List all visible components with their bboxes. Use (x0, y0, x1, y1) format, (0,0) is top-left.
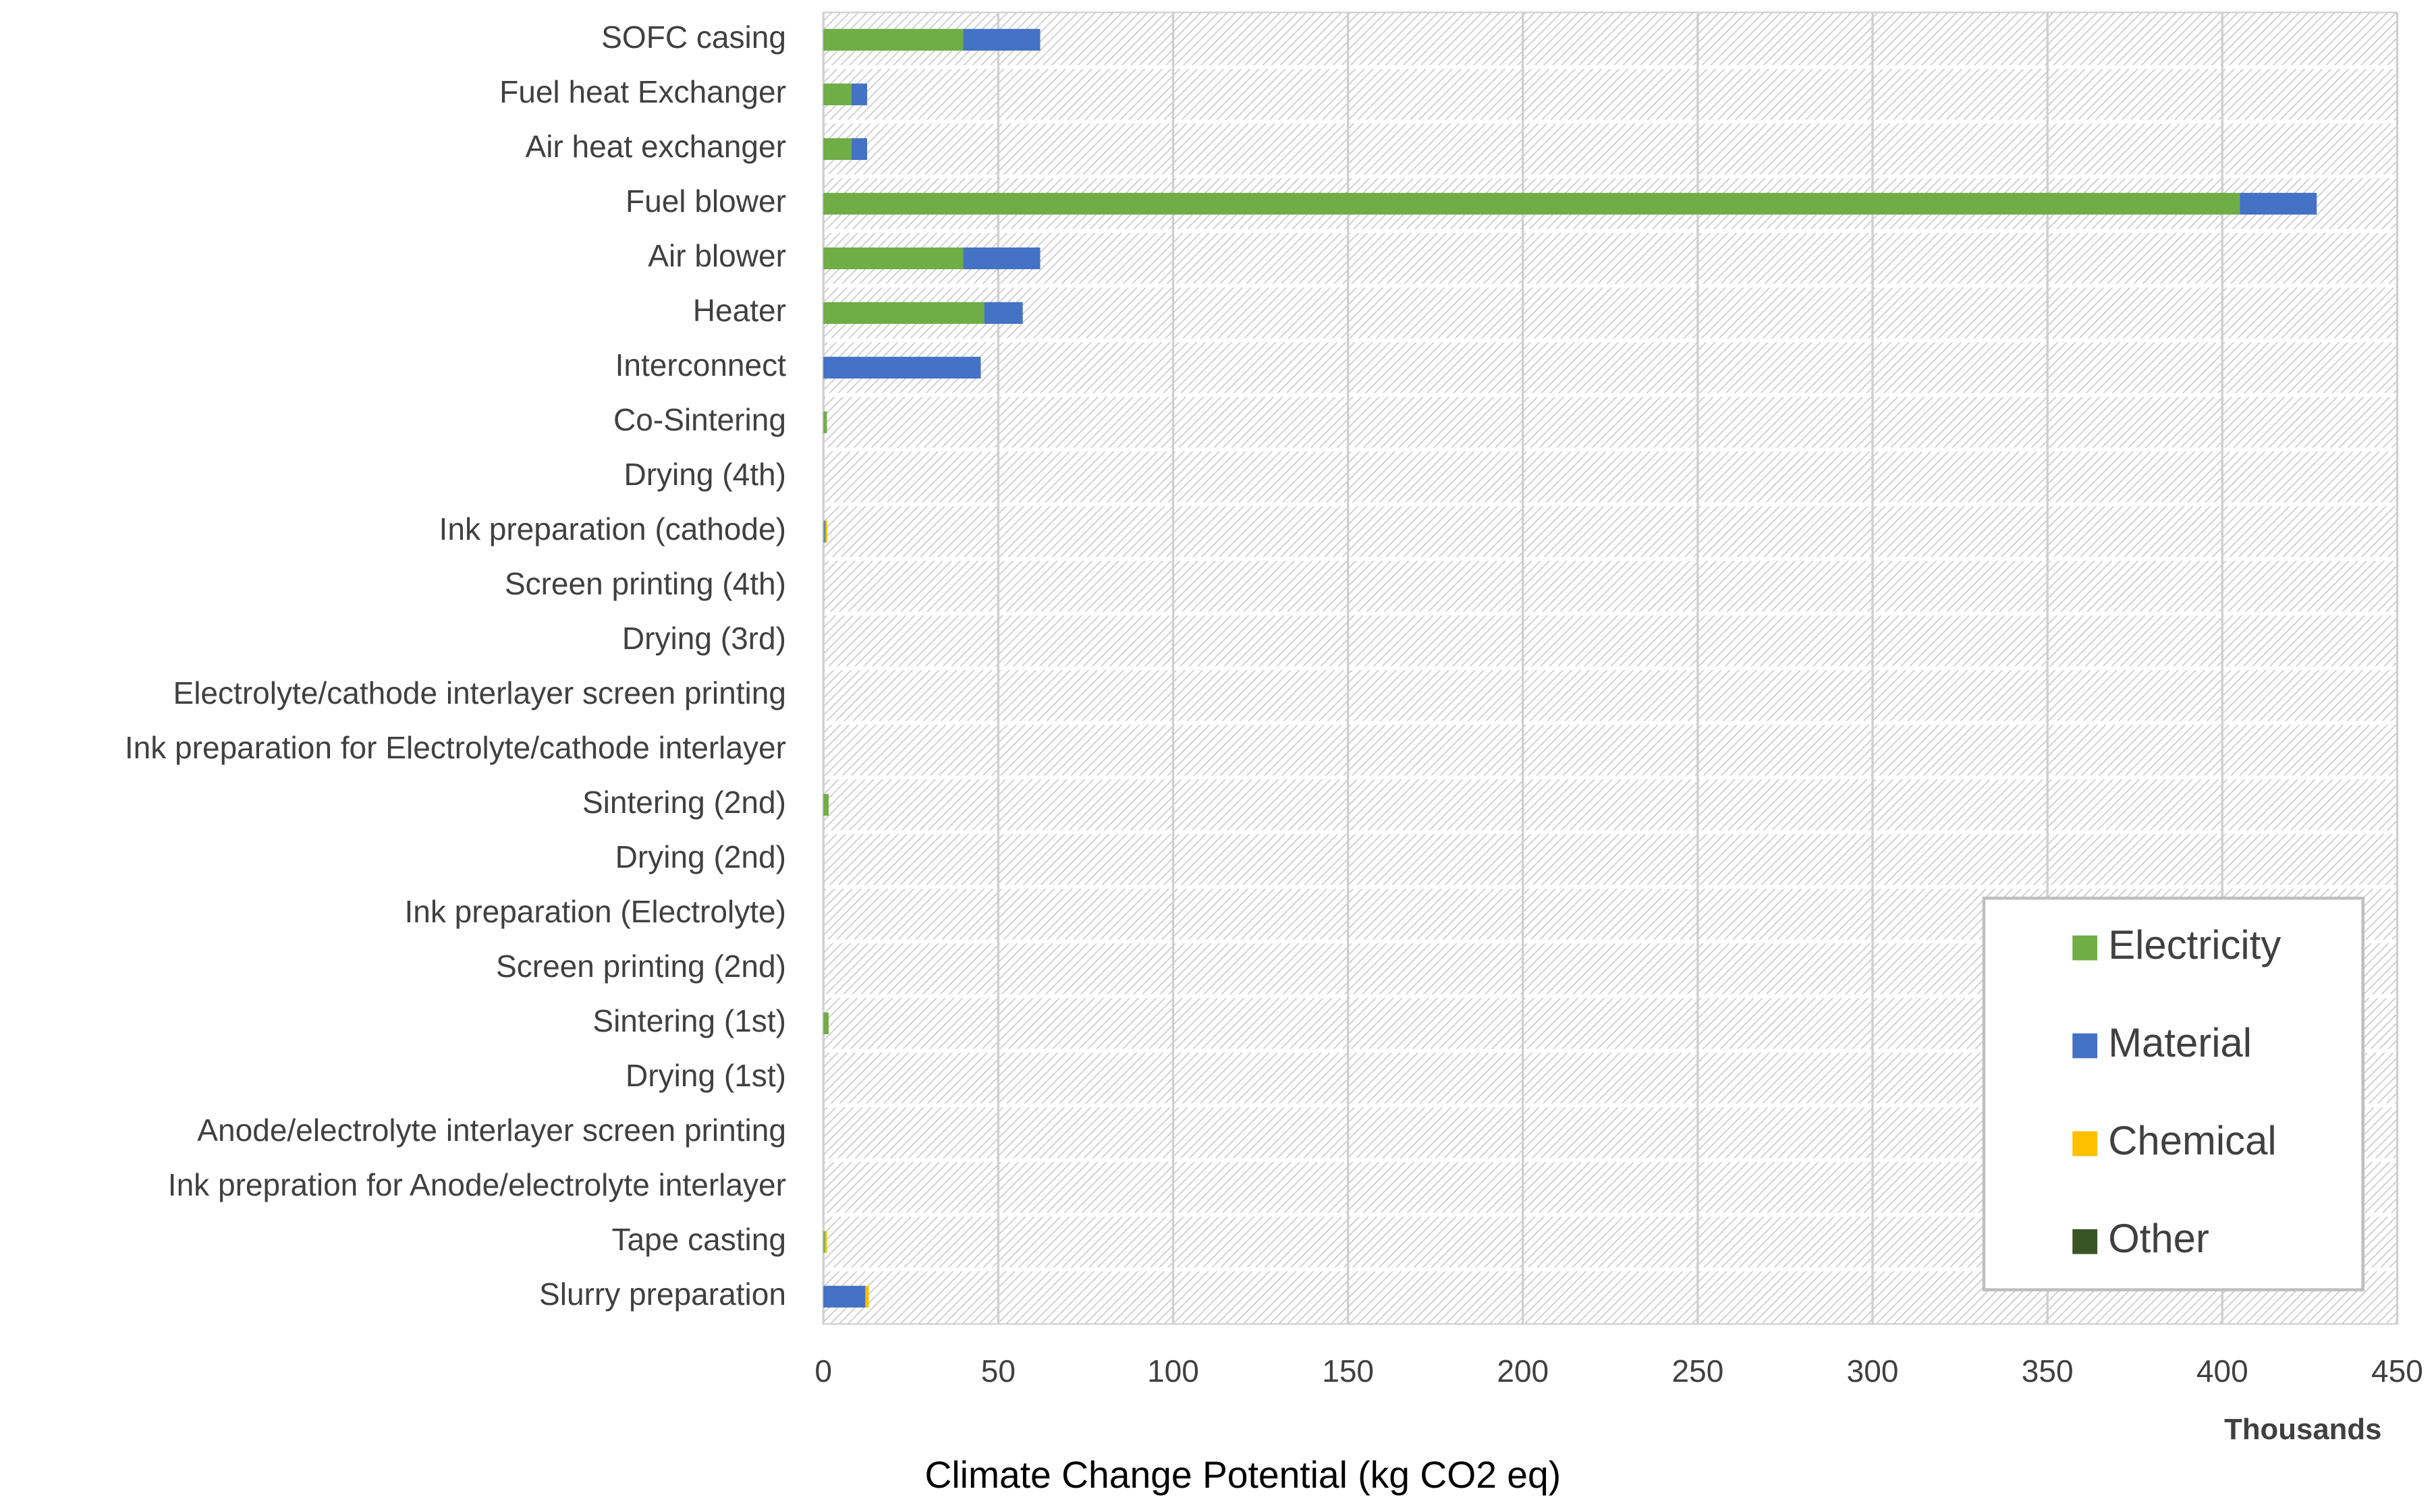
bar-segment (2240, 192, 2317, 215)
y-tick-label: Co-Sintering (613, 402, 786, 437)
legend-box (1982, 896, 2365, 1291)
x-tick-label: 0 (814, 1353, 832, 1389)
y-tick-label: Sintering (2nd) (582, 785, 786, 820)
bar-segment (963, 247, 1041, 270)
y-tick-label: Air heat exchanger (526, 129, 786, 164)
legend-label: Material (2108, 1020, 2252, 1065)
x-unit-label: Thousands (2224, 1413, 2381, 1446)
x-axis-title: Climate Change Potential (kg CO2 eq) (925, 1454, 1561, 1496)
bar-segment (823, 411, 827, 434)
y-tick-label: Anode/electrolyte interlayer screen prin… (197, 1113, 786, 1148)
bar-segment (823, 356, 981, 379)
y-tick-label: Electrolyte/cathode interlayer screen pr… (173, 675, 786, 710)
x-tick-label: 400 (2196, 1353, 2248, 1389)
bar-segment (825, 520, 827, 543)
bar-segment (823, 28, 964, 51)
y-tick-label: Fuel blower (626, 184, 786, 219)
y-tick-label: Sintering (1st) (592, 1003, 786, 1038)
bar-segment (823, 1231, 825, 1253)
bar-segment (984, 302, 1023, 325)
bar-segment (865, 1285, 869, 1308)
bar-segment (825, 1231, 827, 1253)
y-tick-label: Ink preparation (Electrolyte) (404, 894, 786, 929)
bar-segment (823, 83, 852, 106)
x-tick-label: 250 (1671, 1353, 1723, 1389)
y-tick-label: Slurry preparation (539, 1277, 786, 1312)
bar-segment (824, 520, 826, 543)
x-tick-label: 450 (2371, 1353, 2423, 1389)
legend-label: Other (2108, 1216, 2209, 1261)
bar-segment (823, 520, 825, 543)
bar-segment (851, 138, 868, 161)
legend-swatch (2072, 935, 2098, 961)
bar-segment (823, 1285, 866, 1308)
y-tick-label: Ink prepration for Anode/electrolyte int… (168, 1167, 786, 1202)
y-tick-label: Screen printing (2nd) (496, 949, 786, 984)
y-tick-label: Fuel heat Exchanger (499, 74, 786, 109)
bar-segment (823, 247, 964, 270)
x-tick-label: 200 (1497, 1353, 1549, 1389)
bar-segment (823, 302, 985, 325)
x-tick-label: 300 (1847, 1353, 1899, 1389)
y-tick-label: Interconnect (615, 347, 787, 383)
x-tick-label: 100 (1147, 1353, 1199, 1389)
bar-segment (823, 793, 829, 816)
x-tick-label: 350 (2022, 1353, 2074, 1389)
y-tick-label: Heater (693, 293, 786, 328)
legend-label: Electricity (2108, 922, 2281, 968)
bar-segment (823, 1012, 829, 1034)
bar-segment (963, 28, 1041, 51)
y-tick-label: Drying (4th) (624, 457, 786, 492)
y-tick-label: SOFC casing (601, 20, 786, 55)
legend-label: Chemical (2108, 1118, 2276, 1163)
bar-segment (823, 138, 852, 161)
bar-segment (823, 192, 2240, 215)
y-tick-label: Tape casting (611, 1222, 785, 1257)
y-tick-label: Air blower (648, 238, 786, 273)
y-tick-label: Screen printing (4th) (505, 566, 786, 601)
y-tick-label: Ink preparation (cathode) (439, 511, 786, 547)
y-tick-label: Ink preparation for Electrolyte/cathode … (125, 730, 786, 765)
x-tick-label: 150 (1322, 1353, 1374, 1389)
x-tick-label: 50 (981, 1353, 1016, 1389)
y-tick-label: Drying (2nd) (615, 839, 786, 874)
y-tick-label: Drying (1st) (626, 1058, 786, 1093)
bar-segment (851, 83, 868, 106)
legend-swatch (2072, 1131, 2098, 1156)
legend-swatch (2072, 1033, 2098, 1059)
y-tick-label: Drying (3rd) (622, 621, 786, 656)
legend-swatch (2072, 1229, 2098, 1254)
